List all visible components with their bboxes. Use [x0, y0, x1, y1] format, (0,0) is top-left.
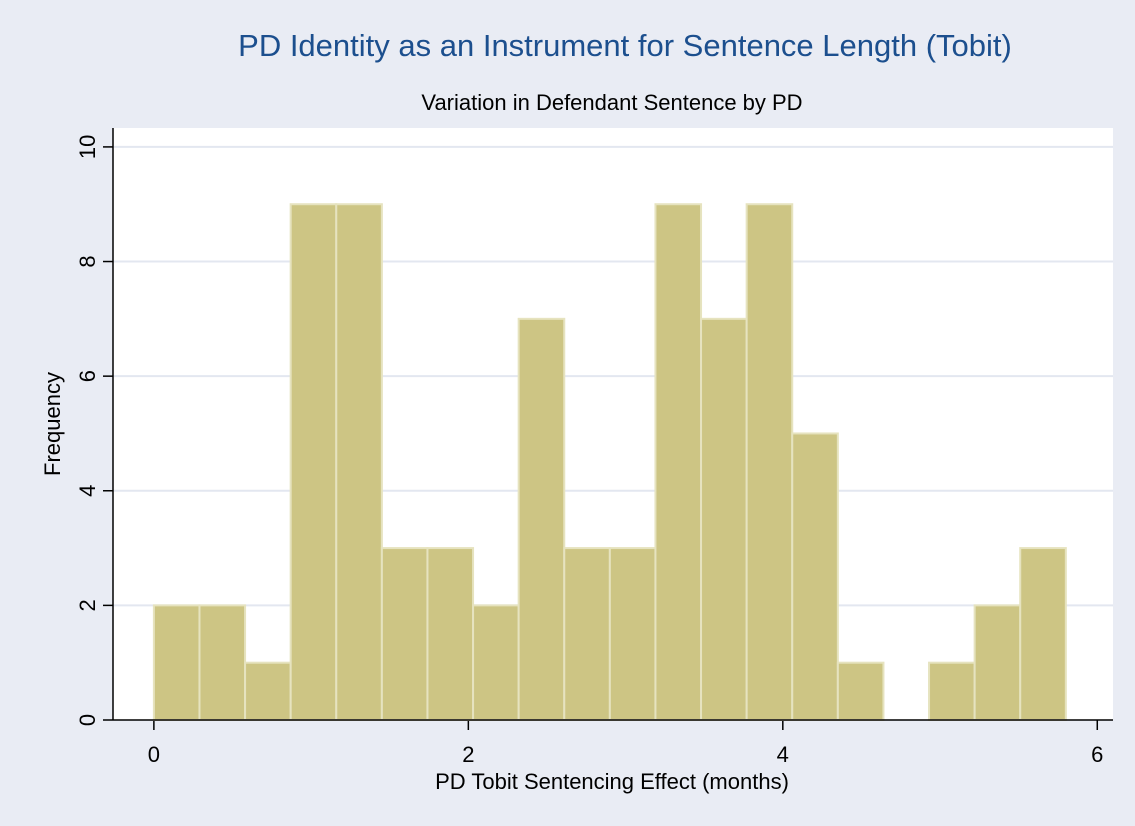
bar — [654, 203, 703, 722]
bar — [426, 547, 475, 721]
bar — [973, 604, 1022, 721]
bar — [791, 432, 839, 721]
y-axis-label: Frequency — [40, 372, 65, 476]
x-axis-label: PD Tobit Sentencing Effect (months) — [435, 769, 789, 794]
bar — [745, 203, 794, 722]
chart-title: PD Identity as an Instrument for Sentenc… — [238, 28, 1012, 63]
y-tick-label: 4 — [75, 485, 100, 497]
bar — [152, 604, 201, 721]
chart-subtitle: Variation in Defendant Sentence by PD — [421, 90, 802, 115]
x-tick-label: 6 — [1091, 742, 1103, 767]
x-tick-label: 0 — [148, 742, 160, 767]
bar — [928, 661, 976, 721]
bar — [700, 317, 748, 721]
bar — [380, 547, 429, 721]
y-tick-label: 10 — [75, 135, 100, 159]
bar — [1019, 547, 1067, 721]
bar — [563, 547, 611, 721]
bar — [335, 203, 383, 722]
x-tick-label: 2 — [462, 742, 474, 767]
y-tick-label: 0 — [75, 714, 100, 726]
bar — [198, 604, 247, 721]
y-tick-label: 8 — [75, 255, 100, 267]
x-tick-label: 4 — [777, 742, 789, 767]
bar — [244, 661, 292, 721]
bar — [472, 604, 520, 721]
bar — [836, 661, 885, 721]
bar — [608, 547, 657, 721]
y-tick-label: 6 — [75, 370, 100, 382]
y-tick-label: 2 — [75, 599, 100, 611]
bar — [289, 203, 338, 722]
bar — [517, 317, 566, 721]
